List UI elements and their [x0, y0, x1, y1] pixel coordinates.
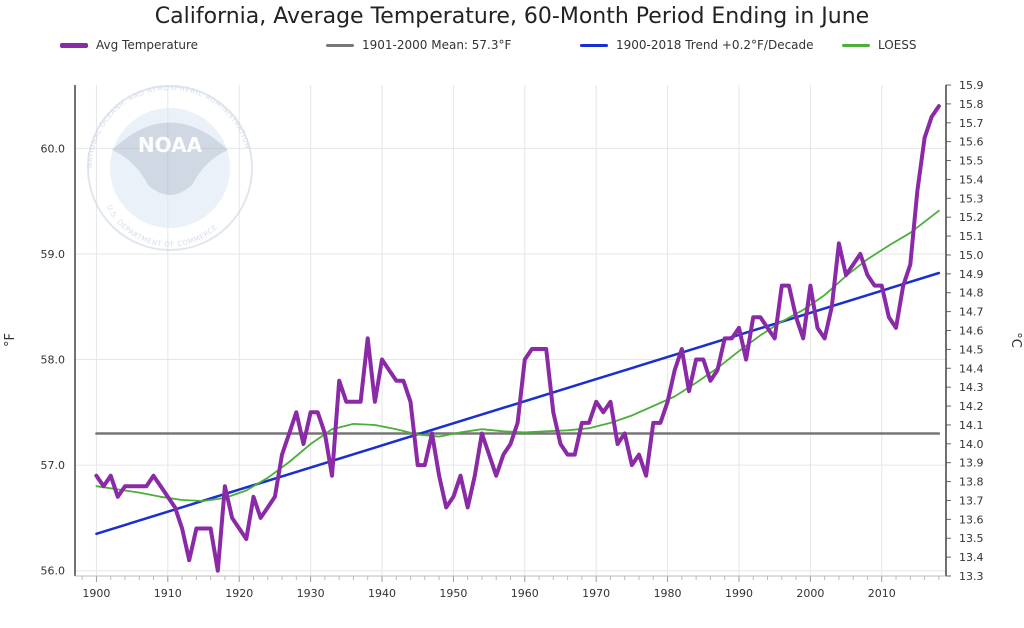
y-tick-label-left: 57.0 — [41, 459, 66, 472]
legend-item-loess[interactable]: LOESS — [842, 38, 917, 52]
x-tick-label: 1980 — [654, 587, 682, 600]
x-tick-label: 1910 — [154, 587, 182, 600]
x-tick-label: 2000 — [796, 587, 824, 600]
noaa-logo: NOAA NATIONAL OCEANIC AND ATMOSPHERIC AD… — [86, 84, 253, 251]
legend-item-trend[interactable]: 1900-2018 Trend +0.2°F/Decade — [580, 38, 814, 52]
y-tick-label-right: 13.6 — [959, 513, 984, 526]
y-tick-label-right: 13.9 — [959, 457, 984, 470]
legend-item-mean[interactable]: 1901-2000 Mean: 57.3°F — [326, 38, 511, 52]
y-tick-label-right: 13.7 — [959, 494, 984, 507]
legend: Avg Temperature 1901-2000 Mean: 57.3°F 1… — [60, 38, 960, 58]
y-tick-label-right: 15.2 — [959, 211, 984, 224]
y-tick-label-right: 14.0 — [959, 438, 984, 451]
y-tick-label-right: 13.3 — [959, 570, 984, 583]
y-axis-title-left: °F — [3, 333, 18, 347]
axes: 1900 1910 1920 1930 1940 1950 1960 1970 1980 1990… — [41, 79, 984, 600]
y-tick-label-right: 13.8 — [959, 476, 984, 489]
legend-label: Avg Temperature — [96, 38, 199, 52]
legend-swatch-mean — [326, 43, 354, 47]
x-tick-label: 1960 — [511, 587, 539, 600]
x-tick-label: 2010 — [868, 587, 896, 600]
y-tick-label-right: 14.6 — [959, 325, 984, 338]
x-tick-label: 1970 — [582, 587, 610, 600]
x-tick-label: 1940 — [368, 587, 396, 600]
legend-item-avg-temperature[interactable]: Avg Temperature — [60, 38, 198, 52]
series-trend-line[interactable] — [95, 271, 941, 536]
y-tick-label-left: 58.0 — [41, 354, 66, 367]
logo-center-text: NOAA — [138, 133, 203, 157]
series-avg-temperature[interactable] — [94, 104, 941, 573]
logo-outer-ring — [87, 85, 253, 251]
legend-swatch-avg-temperature — [60, 42, 88, 48]
legend-label: 1900-2018 Trend +0.2°F/Decade — [616, 38, 814, 52]
y-tick-label-right: 14.3 — [959, 381, 984, 394]
series-layer — [94, 104, 941, 573]
logo-gull — [112, 122, 228, 195]
y-tick-label-right: 14.1 — [959, 419, 984, 432]
y-tick-label-right: 14.7 — [959, 306, 984, 319]
x-tick-label: 1950 — [439, 587, 467, 600]
y-tick-label-left: 59.0 — [41, 248, 66, 261]
legend-label: 1901-2000 Mean: 57.3°F — [362, 38, 512, 52]
x-tick-label: 1990 — [725, 587, 753, 600]
y-tick-label-right: 15.9 — [959, 79, 984, 92]
legend-label: LOESS — [878, 38, 917, 52]
y-tick-label-right: 15.0 — [959, 249, 984, 262]
y-tick-label-right: 15.1 — [959, 230, 984, 243]
y-tick-label-right: 13.4 — [959, 551, 984, 564]
y-tick-label-right: 14.5 — [959, 343, 984, 356]
x-tick-label: 1920 — [225, 587, 253, 600]
legend-swatch-loess — [842, 43, 870, 47]
y-tick-label-left: 56.0 — [41, 565, 66, 578]
y-tick-label-right: 15.4 — [959, 173, 984, 186]
y-tick-label-right: 14.2 — [959, 400, 984, 413]
y-axis-title-right: °C — [1008, 332, 1023, 348]
y-tick-label-right: 15.3 — [959, 192, 984, 205]
y-tick-label-right: 15.7 — [959, 117, 984, 130]
legend-swatch-trend — [580, 43, 608, 47]
x-tick-label: 1930 — [297, 587, 325, 600]
y-tick-label-right: 14.9 — [959, 268, 984, 281]
y-tick-label-right: 14.4 — [959, 362, 984, 375]
grid — [75, 85, 946, 576]
y-tick-label-left: 60.0 — [41, 142, 66, 155]
x-tick-label: 1900 — [82, 587, 110, 600]
y-tick-label-right: 15.5 — [959, 155, 984, 168]
y-tick-label-right: 14.8 — [959, 287, 984, 300]
y-tick-label-right: 13.5 — [959, 532, 984, 545]
y-tick-label-right: 15.8 — [959, 98, 984, 111]
chart-title: California, Average Temperature, 60-Mont… — [154, 4, 870, 29]
y-tick-label-right: 15.6 — [959, 136, 984, 149]
